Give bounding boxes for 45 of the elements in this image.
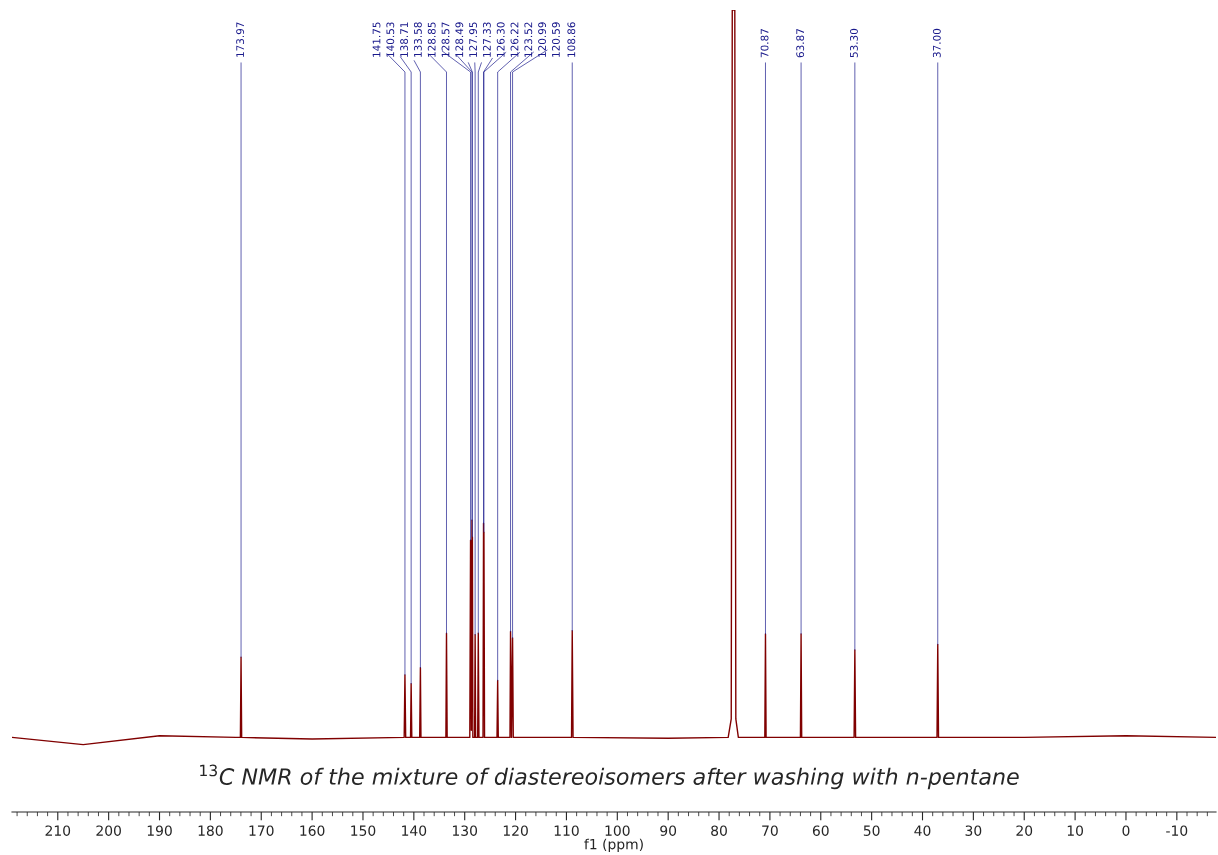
x-tick-label: 130 <box>452 825 478 836</box>
x-tick-label: 210 <box>45 825 71 836</box>
annotation: 63.87 <box>796 29 805 58</box>
annotation: 127.95 <box>469 22 478 57</box>
annotation: 70.87 <box>760 29 769 58</box>
x-tick-label: -10 <box>1166 825 1188 836</box>
annotation: 120.99 <box>538 22 547 57</box>
x-tick-label: 170 <box>249 825 274 836</box>
annotation: 140.53 <box>386 22 395 57</box>
annotation: 120.59 <box>551 22 560 57</box>
annotation: 37.00 <box>932 28 941 58</box>
annotation: 126.22 <box>510 22 519 57</box>
annotation: 141.75 <box>372 22 381 57</box>
x-tick-label: 150 <box>351 825 376 836</box>
x-tick-label: 180 <box>198 825 223 836</box>
x-tick-label: 100 <box>605 825 630 836</box>
x-tick-label: 90 <box>660 825 677 836</box>
annotation: $^{13}$C NMR of the mixture of diastereoisomers after washing with n-pentane <box>200 764 1019 790</box>
x-tick-label: 60 <box>812 825 829 836</box>
annotation: 128.85 <box>427 22 436 57</box>
annotation: 123.52 <box>524 22 533 57</box>
x-tick-label: 50 <box>863 825 880 836</box>
annotation: 53.30 <box>849 28 858 58</box>
x-tick-label: 110 <box>554 825 579 836</box>
x-tick-label: 30 <box>965 825 982 836</box>
x-tick-label: 200 <box>96 825 121 836</box>
annotation: 128.57 <box>441 22 450 57</box>
annotation: 133.58 <box>413 22 422 57</box>
x-axis-title: f1 (ppm) <box>584 838 643 853</box>
x-tick-label: 120 <box>503 825 528 836</box>
x-tick-label: 70 <box>762 825 778 836</box>
x-tick-label: 40 <box>914 825 931 836</box>
annotation: 108.86 <box>567 22 576 57</box>
x-tick-label: 0 <box>1122 825 1130 836</box>
x-tick-label: 10 <box>1067 825 1084 836</box>
annotation: 173.97 <box>236 22 245 57</box>
annotation: 138.71 <box>400 22 409 57</box>
x-tick-label: 190 <box>147 825 172 836</box>
x-tick-label: 160 <box>300 825 325 836</box>
annotation: 127.33 <box>482 22 491 57</box>
x-tick-label: 20 <box>1016 825 1033 836</box>
x-tick-label: 140 <box>402 825 427 836</box>
annotation: 128.49 <box>455 22 464 57</box>
annotation: 126.30 <box>496 22 505 57</box>
x-tick-label: 80 <box>711 825 727 836</box>
